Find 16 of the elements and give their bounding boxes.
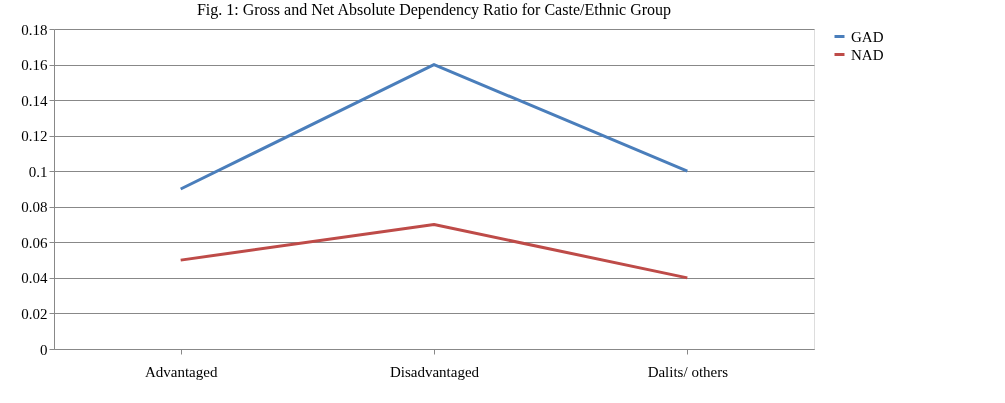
legend-label: GAD: [851, 28, 884, 45]
y-tick-label: 0.14: [21, 92, 48, 109]
y-tick-label: 0.08: [21, 199, 48, 216]
x-tick-label: Advantaged: [144, 363, 218, 380]
y-tick-label: 0.16: [21, 57, 48, 74]
y-tick-label: 0: [40, 341, 48, 358]
y-tick-label: 0.1: [28, 163, 48, 180]
y-tick-label: 0.12: [21, 128, 48, 145]
x-tick-label: Disadvantaged: [389, 363, 480, 380]
chart-title: Fig. 1: Gross and Net Absolute Dependency Ratio for Caste/Ethnic Group: [196, 1, 672, 19]
x-tick-label: Dalits/ others: [647, 363, 729, 380]
y-tick-label: 0.04: [21, 270, 48, 287]
y-tick-label: 0.18: [21, 21, 48, 38]
y-tick-label: 0.02: [21, 305, 48, 322]
y-tick-label: 0.06: [21, 234, 48, 251]
legend-label: NAD: [851, 46, 884, 63]
